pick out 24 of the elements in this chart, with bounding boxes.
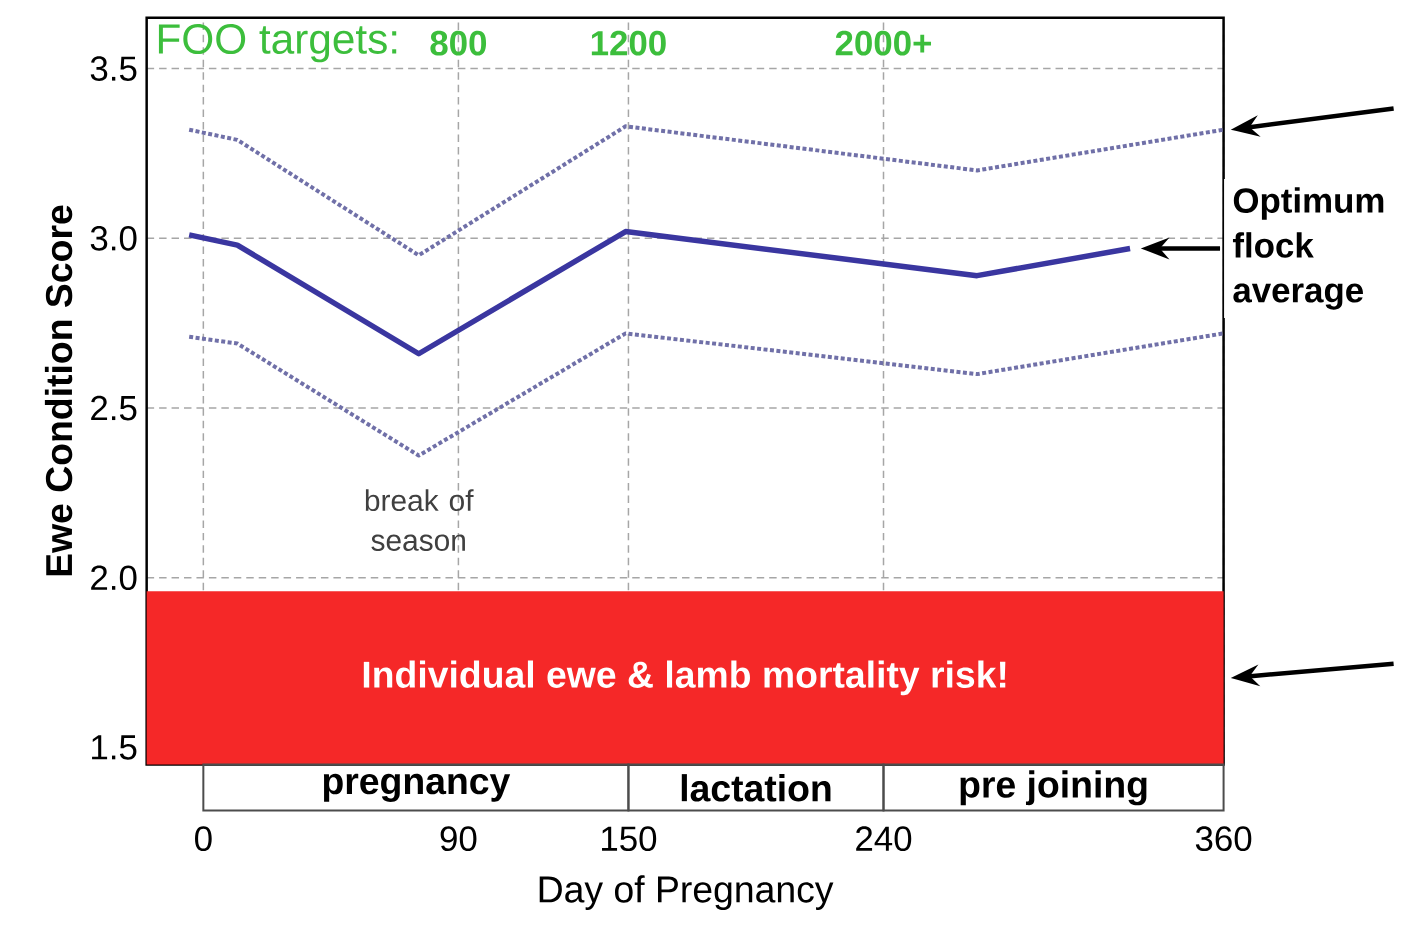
x-tick-label: 150 bbox=[602, 826, 657, 851]
line-series bbox=[187, 124, 1226, 258]
text: pre joining bbox=[960, 770, 1147, 806]
band-label: Individual ewe & lamb mortality risk! bbox=[363, 660, 1006, 696]
y-tick-label: 2.0 bbox=[91, 565, 137, 590]
annotation: 800 bbox=[430, 30, 487, 56]
text: pregnancy bbox=[323, 773, 511, 802]
x-axis-title: Day of Pregnancy bbox=[539, 875, 834, 910]
x-tick-label: 240 bbox=[856, 826, 912, 851]
x-tick-label: 0 bbox=[195, 826, 212, 851]
line-series bbox=[187, 331, 1226, 458]
y-axis-title: Ewe Condition Score bbox=[44, 205, 73, 576]
y-tick-label: 3.5 bbox=[90, 56, 137, 81]
annotation: 1200 bbox=[591, 30, 666, 56]
text: lactation bbox=[681, 773, 831, 802]
annotation: 2000+ bbox=[835, 30, 932, 56]
annotation: break of season bbox=[365, 488, 474, 551]
text: Optimum flock average bbox=[1232, 187, 1384, 310]
y-tick-label: 1.5 bbox=[92, 735, 137, 760]
y-tick-label: 2.5 bbox=[91, 395, 137, 421]
y-tick-label: 3.0 bbox=[90, 225, 137, 251]
annotation: FOO targets: bbox=[158, 23, 397, 63]
x-tick-label: 360 bbox=[1195, 826, 1252, 851]
x-tick-label: 90 bbox=[440, 826, 477, 851]
